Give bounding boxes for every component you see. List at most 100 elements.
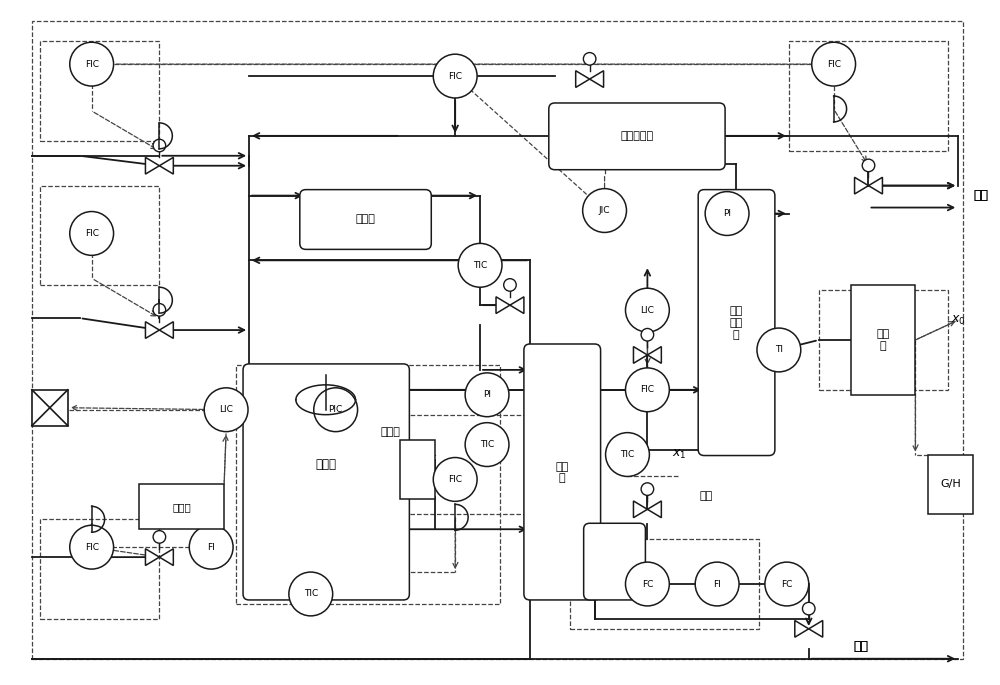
Text: 解吸
塔: 解吸 塔 bbox=[555, 462, 568, 484]
Text: $x_0$: $x_0$ bbox=[951, 314, 965, 327]
Circle shape bbox=[504, 279, 516, 291]
Text: 冷凝器: 冷凝器 bbox=[356, 214, 375, 225]
Text: 净化: 净化 bbox=[973, 189, 988, 202]
Text: 蒸汽: 蒸汽 bbox=[699, 491, 712, 501]
Bar bbox=[819, 290, 948, 390]
Circle shape bbox=[862, 159, 875, 172]
Circle shape bbox=[153, 139, 166, 152]
Text: 分析仪: 分析仪 bbox=[172, 502, 191, 512]
Circle shape bbox=[641, 483, 654, 495]
Circle shape bbox=[433, 458, 477, 501]
Polygon shape bbox=[576, 71, 590, 88]
Text: LIC: LIC bbox=[640, 306, 654, 314]
Text: FIC: FIC bbox=[85, 229, 99, 238]
Bar bbox=[570, 539, 759, 629]
Circle shape bbox=[289, 572, 333, 616]
FancyBboxPatch shape bbox=[300, 190, 431, 249]
Polygon shape bbox=[647, 501, 661, 518]
Text: $x_1$: $x_1$ bbox=[672, 448, 687, 461]
Circle shape bbox=[695, 562, 739, 606]
Circle shape bbox=[625, 562, 669, 606]
Text: FI: FI bbox=[207, 543, 215, 551]
Circle shape bbox=[465, 373, 509, 416]
Text: PI: PI bbox=[723, 209, 731, 218]
FancyBboxPatch shape bbox=[584, 523, 645, 600]
Polygon shape bbox=[795, 621, 809, 637]
Bar bbox=[40, 519, 159, 619]
Text: TIC: TIC bbox=[304, 590, 318, 599]
Bar bbox=[40, 41, 159, 141]
Text: FC: FC bbox=[781, 580, 793, 588]
Text: G/H: G/H bbox=[940, 479, 961, 489]
Text: PI: PI bbox=[483, 390, 491, 399]
Text: FIC: FIC bbox=[827, 60, 841, 68]
Text: LIC: LIC bbox=[219, 406, 233, 414]
Polygon shape bbox=[510, 297, 524, 314]
Text: FIC: FIC bbox=[448, 72, 462, 81]
Bar bbox=[400, 440, 435, 499]
Text: 气液
分离
器: 气液 分离 器 bbox=[729, 306, 743, 340]
Bar bbox=[236, 365, 500, 604]
Polygon shape bbox=[145, 549, 159, 566]
Text: TIC: TIC bbox=[620, 450, 635, 459]
Circle shape bbox=[189, 525, 233, 569]
Circle shape bbox=[583, 188, 626, 232]
Polygon shape bbox=[145, 158, 159, 174]
Polygon shape bbox=[855, 177, 868, 194]
Circle shape bbox=[465, 423, 509, 466]
Text: 净化: 净化 bbox=[973, 189, 988, 202]
Circle shape bbox=[204, 388, 248, 432]
Text: JIC: JIC bbox=[599, 206, 610, 215]
Text: PIC: PIC bbox=[329, 406, 343, 414]
Circle shape bbox=[606, 433, 649, 477]
Text: 循环压缩机: 循环压缩机 bbox=[620, 132, 654, 141]
Bar bbox=[139, 484, 224, 530]
Bar bbox=[32, 390, 68, 425]
Circle shape bbox=[314, 388, 358, 432]
Circle shape bbox=[153, 303, 166, 316]
Circle shape bbox=[70, 212, 114, 256]
Text: FIC: FIC bbox=[640, 385, 654, 395]
Circle shape bbox=[705, 192, 749, 236]
Polygon shape bbox=[145, 322, 159, 338]
Circle shape bbox=[625, 368, 669, 412]
Polygon shape bbox=[809, 621, 823, 637]
Bar bbox=[851, 285, 915, 395]
Text: FIC: FIC bbox=[85, 543, 99, 551]
Polygon shape bbox=[159, 549, 173, 566]
FancyBboxPatch shape bbox=[698, 190, 775, 456]
Polygon shape bbox=[159, 322, 173, 338]
Text: TIC: TIC bbox=[473, 261, 487, 270]
Circle shape bbox=[70, 42, 114, 86]
Circle shape bbox=[812, 42, 856, 86]
Polygon shape bbox=[647, 347, 661, 363]
Circle shape bbox=[433, 54, 477, 98]
Circle shape bbox=[641, 328, 654, 341]
Bar bbox=[928, 455, 973, 514]
Circle shape bbox=[458, 243, 502, 287]
Circle shape bbox=[153, 531, 166, 543]
Text: TIC: TIC bbox=[480, 440, 494, 449]
Bar bbox=[789, 41, 948, 151]
Circle shape bbox=[765, 562, 809, 606]
Text: FI: FI bbox=[713, 580, 721, 588]
Bar bbox=[390, 414, 545, 514]
Circle shape bbox=[757, 328, 801, 372]
Circle shape bbox=[583, 53, 596, 65]
FancyBboxPatch shape bbox=[243, 364, 409, 600]
FancyBboxPatch shape bbox=[524, 344, 601, 600]
Polygon shape bbox=[633, 347, 647, 363]
Polygon shape bbox=[496, 297, 510, 314]
Circle shape bbox=[70, 525, 114, 569]
FancyBboxPatch shape bbox=[549, 103, 725, 170]
Text: 产品: 产品 bbox=[854, 640, 869, 653]
Text: TI: TI bbox=[775, 345, 783, 354]
Text: 分析
仪: 分析 仪 bbox=[876, 329, 890, 351]
Polygon shape bbox=[633, 501, 647, 518]
Text: FIC: FIC bbox=[448, 475, 462, 484]
Text: 冷却水: 冷却水 bbox=[381, 427, 400, 436]
Text: FIC: FIC bbox=[85, 60, 99, 68]
Bar bbox=[40, 186, 159, 285]
Text: 反应器: 反应器 bbox=[315, 458, 336, 471]
Polygon shape bbox=[868, 177, 882, 194]
